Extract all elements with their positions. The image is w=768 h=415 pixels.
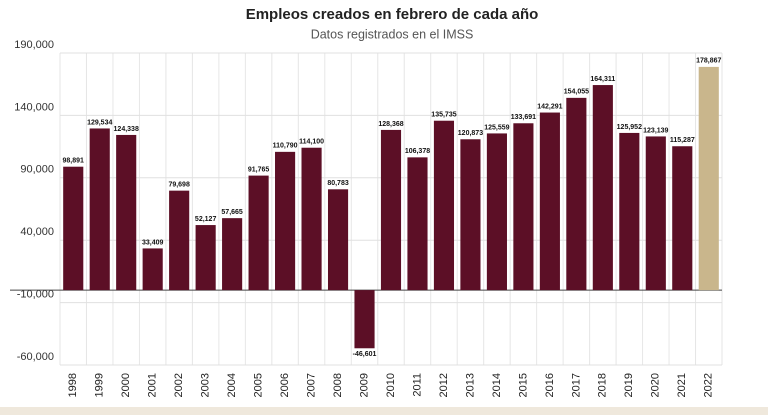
x-tick-label: 2017 [570, 373, 582, 397]
x-tick-label: 2001 [147, 373, 159, 397]
x-tick-label: 2014 [491, 373, 503, 397]
bar [380, 129, 402, 291]
footer-strip [0, 407, 768, 415]
bar [142, 248, 163, 291]
value-label: 98,891 [63, 158, 85, 165]
value-label: 129,534 [87, 119, 112, 126]
x-tick-label: 2013 [464, 373, 476, 397]
x-tick-label: 2015 [517, 373, 529, 397]
bar [539, 112, 560, 291]
bar [460, 139, 481, 291]
y-tick-label: -10,000 [17, 289, 54, 301]
value-label: 52,127 [195, 216, 217, 223]
bar [513, 123, 534, 291]
bar [354, 290, 375, 349]
bar [248, 175, 269, 291]
x-tick-label: 2007 [305, 373, 317, 397]
value-label: 125,559 [484, 124, 509, 131]
value-label: 125,952 [617, 124, 642, 131]
x-tick-label: 2016 [544, 373, 556, 397]
x-tick-label: 2012 [438, 373, 450, 397]
y-tick-label: 40,000 [20, 226, 54, 238]
value-label: -46,601 [353, 351, 377, 358]
value-label: 106,378 [405, 148, 430, 155]
value-label: 80,783 [327, 180, 349, 187]
x-tick-label: 2006 [279, 373, 291, 397]
bar [195, 225, 216, 291]
value-label: 128,368 [378, 121, 403, 128]
value-label: 133,691 [511, 114, 536, 121]
bar [433, 120, 455, 291]
y-tick-label: 90,000 [20, 164, 54, 176]
x-tick-label: 2002 [173, 373, 185, 397]
bar [619, 132, 640, 291]
bar [566, 97, 587, 291]
chart-subtitle: Datos registrados en el IMSS [311, 27, 474, 41]
x-tick-label: 2019 [623, 373, 635, 397]
bar [672, 146, 693, 291]
x-tick-label: 2003 [200, 373, 212, 397]
chart-title: Empleos creados en febrero de cada año [246, 6, 539, 23]
bar [645, 136, 666, 291]
x-tick-label: 2011 [411, 373, 423, 397]
bar [327, 189, 349, 291]
bar [89, 128, 110, 291]
bar [592, 85, 613, 291]
bar [222, 218, 243, 291]
x-tick-label: 2020 [650, 373, 662, 397]
bar [698, 66, 719, 291]
x-tick-label: 2009 [358, 373, 370, 397]
bar [486, 133, 507, 291]
bar [301, 147, 322, 291]
value-label: 115,287 [670, 137, 695, 144]
x-tick-label: 2022 [703, 373, 715, 397]
value-label: 33,409 [142, 239, 164, 246]
value-label: 57,665 [221, 209, 243, 216]
value-label: 164,311 [590, 76, 615, 83]
value-label: 178,867 [696, 58, 721, 65]
x-tick-label: 2005 [253, 373, 265, 397]
x-tick-label: 2000 [120, 373, 132, 397]
bar [407, 157, 428, 291]
value-label: 79,698 [168, 182, 190, 189]
value-label: 120,873 [458, 130, 483, 137]
x-tick-label: 2021 [676, 373, 688, 397]
x-tick-label: 1998 [67, 373, 79, 397]
value-label: 135,735 [431, 112, 456, 119]
value-label: 124,338 [114, 126, 139, 133]
bar [275, 151, 296, 291]
x-tick-label: 2018 [597, 373, 609, 397]
value-label: 110,790 [273, 143, 298, 150]
y-tick-label: 190,000 [14, 39, 54, 51]
x-tick-label: 2010 [385, 373, 397, 397]
value-label: 114,100 [299, 139, 324, 146]
bar [169, 190, 190, 291]
value-label: 123,139 [643, 127, 668, 134]
value-label: 91,765 [248, 166, 270, 173]
value-label: 154,055 [564, 89, 589, 96]
bar [116, 134, 137, 291]
x-tick-label: 2008 [332, 373, 344, 397]
bar [63, 166, 84, 291]
x-tick-label: 1999 [94, 373, 106, 397]
value-label: 142,291 [537, 103, 562, 110]
y-tick-label: 140,000 [14, 101, 54, 113]
y-tick-label: -60,000 [17, 351, 54, 363]
x-tick-label: 2004 [226, 373, 238, 397]
